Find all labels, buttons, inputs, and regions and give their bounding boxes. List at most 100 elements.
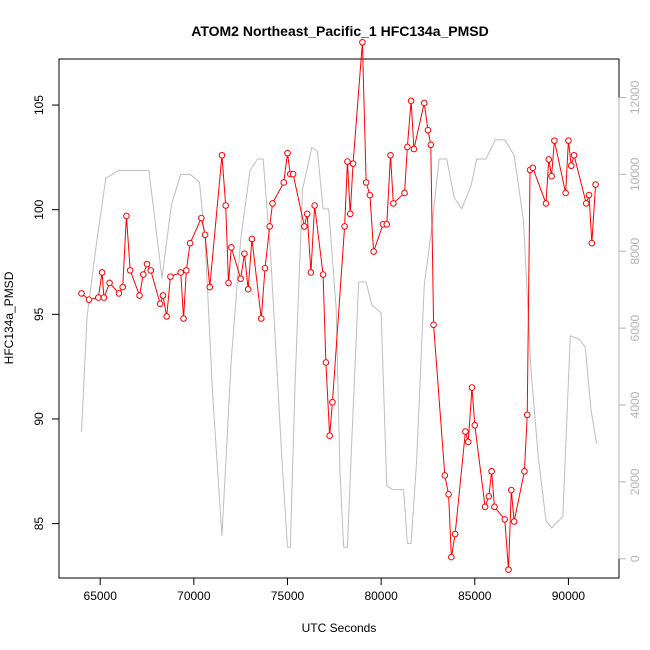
data-point: [341, 223, 348, 230]
data-point: [346, 210, 354, 218]
data-point: [510, 518, 518, 525]
data-point: [201, 231, 209, 239]
data-point: [390, 200, 397, 207]
data-point: [147, 267, 155, 274]
y2-tick-label: 4000: [628, 391, 642, 418]
x-axis: 65000 70000 75000 80000 85000 90000: [84, 577, 586, 603]
data-point: [407, 97, 415, 105]
y-tick-label: 105: [32, 95, 46, 115]
y-axis-right: 0 2000 4000 6000 8000 10000 12000: [618, 80, 642, 562]
data-point: [85, 296, 93, 303]
data-point: [471, 421, 479, 429]
data-point: [548, 172, 555, 180]
data-point: [508, 486, 515, 494]
data-point: [186, 239, 194, 247]
y-axis-label: HFC134a_PMSD: [2, 271, 16, 364]
y2-tick-label: 2000: [628, 468, 642, 495]
data-point: [529, 164, 537, 172]
data-point: [225, 279, 232, 287]
data-point: [562, 189, 569, 197]
data-point: [485, 493, 493, 500]
x-tick-label: 70000: [177, 589, 211, 603]
data-point: [78, 290, 85, 297]
data-point: [567, 162, 575, 170]
plot-frame: [58, 58, 620, 579]
y2-tick-label: 12000: [628, 80, 642, 114]
data-point: [106, 279, 113, 287]
data-point: [301, 223, 308, 230]
y-tick-label: 85: [32, 517, 46, 531]
y-tick-label: 95: [32, 307, 46, 321]
data-point: [570, 151, 578, 159]
data-point: [349, 160, 357, 167]
data-point: [344, 158, 351, 165]
data-point: [241, 250, 248, 257]
data-point: [167, 273, 174, 280]
data-point: [362, 179, 370, 186]
data-point: [424, 126, 432, 134]
y-tick-label: 90: [32, 412, 46, 426]
data-point: [387, 151, 394, 159]
data-point: [582, 200, 590, 207]
data-point: [448, 553, 455, 561]
y2-tick-label: 10000: [628, 157, 642, 191]
y-axis-left: 85 90 95 100 105: [32, 95, 60, 531]
data-point: [505, 566, 512, 573]
data-point: [123, 212, 130, 220]
data-point: [488, 467, 495, 475]
data-point: [228, 244, 235, 251]
data-point: [404, 143, 411, 151]
data-point: [126, 267, 134, 274]
data-point: [468, 384, 476, 391]
data-point: [464, 438, 472, 446]
data-point: [585, 191, 593, 199]
data-point: [289, 170, 297, 178]
data-point: [180, 315, 187, 322]
y-tick-label: 100: [32, 199, 46, 219]
x-tick-label: 80000: [364, 589, 398, 603]
data-point: [326, 432, 333, 439]
data-point: [430, 321, 437, 329]
data-point: [143, 260, 151, 268]
data-point: [359, 38, 366, 46]
data-point: [98, 269, 106, 276]
data-point: [427, 141, 435, 149]
data-point: [237, 275, 244, 283]
data-point: [156, 300, 164, 308]
data-point: [95, 294, 102, 301]
chart-title: ATOM2 Northeast_Pacific_1 HFC134a_PMSD: [191, 23, 488, 39]
x-tick-label: 85000: [458, 589, 492, 603]
data-point: [115, 290, 123, 297]
data-point: [542, 200, 550, 207]
data-point: [303, 210, 311, 218]
data-point: [311, 202, 318, 209]
data-point: [319, 271, 327, 278]
y2-tick-label: 6000: [628, 314, 642, 341]
data-point: [565, 137, 572, 144]
x-tick-label: 65000: [84, 589, 118, 603]
data-point: [545, 156, 553, 163]
data-point: [266, 223, 274, 230]
data-point: [198, 214, 205, 222]
data-point: [588, 239, 596, 247]
data-point: [329, 398, 336, 406]
data-point: [383, 221, 391, 228]
data-point: [218, 151, 226, 159]
series-line-right: [80, 139, 598, 548]
data-point: [119, 283, 126, 291]
x-tick-label: 90000: [552, 589, 586, 603]
data-point: [445, 490, 452, 498]
data-point: [248, 235, 256, 243]
data-point: [551, 137, 558, 144]
data-point: [410, 145, 418, 153]
data-point: [222, 202, 229, 209]
data-point: [284, 149, 291, 157]
data-point: [521, 467, 528, 475]
data-point: [307, 269, 315, 276]
series-layer: [78, 38, 599, 573]
data-point: [420, 99, 428, 107]
data-point: [159, 292, 167, 299]
data-point: [401, 189, 408, 197]
data-point: [592, 181, 599, 188]
